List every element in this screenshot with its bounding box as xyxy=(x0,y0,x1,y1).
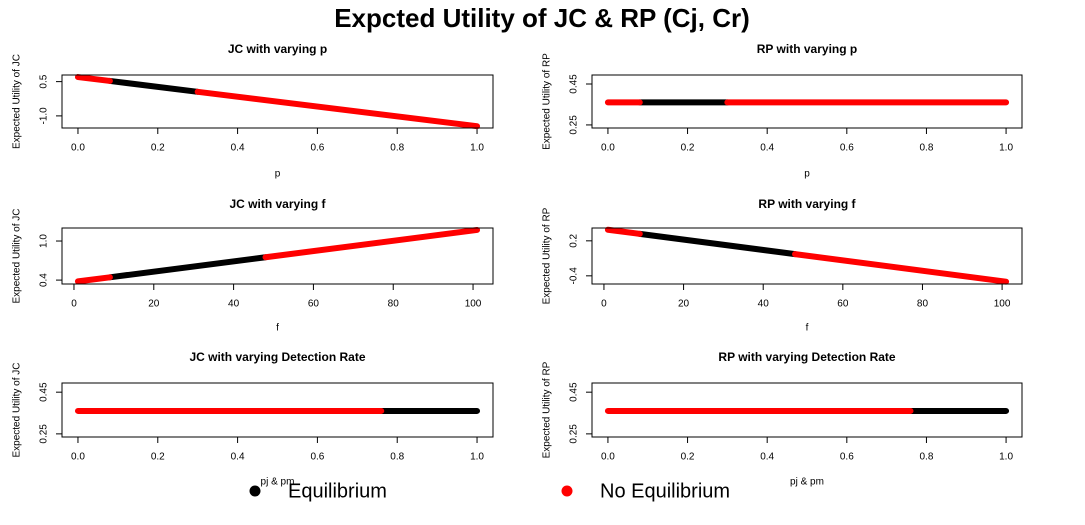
panel: RP with varying Detection Rate pj & pm Exp… xyxy=(542,350,1023,488)
x-tick-label: 0.4 xyxy=(231,143,245,154)
panel-title: JC with varying p xyxy=(228,42,327,56)
panel: RP with varying p p Expected Utility of RP… xyxy=(542,42,1023,180)
plot-frame xyxy=(591,227,1023,285)
series-line xyxy=(604,226,1010,285)
y-axis-label: Expected Utility of RP xyxy=(542,207,553,304)
x-tick-label: 40 xyxy=(758,299,770,310)
y-tick-label: 0.25 xyxy=(39,424,50,444)
y-tick-label: 0.25 xyxy=(569,115,580,135)
y-axis-label: Expected Utility of JC xyxy=(12,208,23,303)
x-tick-label: 80 xyxy=(388,299,400,310)
y-axis-label: Expected Utility of RP xyxy=(542,361,553,458)
x-tick-label: 0 xyxy=(71,299,77,310)
x-axis-label: p xyxy=(804,169,810,180)
plot-frame xyxy=(61,74,494,129)
panel: JC with varying f f Expected Utility of JC… xyxy=(12,197,494,334)
x-tick-label: 0.4 xyxy=(760,143,774,154)
x-tick-label: 0.6 xyxy=(840,452,854,463)
x-tick-label: 0.2 xyxy=(151,452,165,463)
x-tick-label: 0.0 xyxy=(71,143,85,154)
x-tick-label: 1.0 xyxy=(470,452,484,463)
x-tick-label: 0.4 xyxy=(231,452,245,463)
y-tick-label: 0.25 xyxy=(569,424,580,444)
x-tick-label: 0.6 xyxy=(310,452,324,463)
legend-marker xyxy=(249,485,261,497)
series-line xyxy=(74,74,481,130)
y-tick-label: 0.2 xyxy=(569,233,580,247)
series-line xyxy=(636,230,799,258)
panel-title: RP with varying p xyxy=(757,42,857,56)
legend-label: Equilibrium xyxy=(288,480,387,502)
x-axis-label: p xyxy=(275,169,281,180)
x-tick-label: 0.6 xyxy=(310,143,324,154)
plot-frame xyxy=(591,382,1023,438)
panel-title: RP with varying f xyxy=(758,197,856,211)
y-axis-label: Expected Utility of RP xyxy=(542,53,553,150)
series-line xyxy=(106,77,201,95)
y-axis-label: Expected Utility of JC xyxy=(12,362,23,457)
series-line xyxy=(106,254,269,281)
x-tick-label: 100 xyxy=(994,299,1011,310)
x-tick-label: 0.8 xyxy=(390,143,404,154)
x-tick-label: 0.2 xyxy=(681,143,695,154)
x-tick-label: 80 xyxy=(917,299,929,310)
y-tick-label: 0.45 xyxy=(569,382,580,402)
y-axis-label: Expected Utility of JC xyxy=(12,54,23,149)
x-tick-label: 0.0 xyxy=(601,452,615,463)
y-tick-label: 0.45 xyxy=(39,382,50,402)
x-tick-label: 0 xyxy=(601,299,607,310)
figure-title: Expcted Utility of JC & RP (Cj, Cr) xyxy=(334,3,750,33)
legend-label: No Equilibrium xyxy=(600,480,730,502)
x-axis-label: pj & pm xyxy=(790,477,824,488)
plot-frame xyxy=(61,227,494,285)
panel: RP with varying f f Expected Utility of RP… xyxy=(542,197,1023,334)
x-tick-label: 0.2 xyxy=(151,143,165,154)
panel-title: JC with varying f xyxy=(229,197,326,211)
x-tick-label: 0.4 xyxy=(760,452,774,463)
plot-frame xyxy=(61,382,494,438)
x-axis-label: f xyxy=(806,323,809,334)
plot-frame xyxy=(591,74,1023,129)
x-tick-label: 60 xyxy=(837,299,849,310)
y-tick-label: -0.4 xyxy=(569,267,580,285)
x-tick-label: 20 xyxy=(148,299,160,310)
x-tick-label: 40 xyxy=(228,299,240,310)
panel-title: RP with varying Detection Rate xyxy=(718,350,895,364)
x-tick-label: 0.0 xyxy=(601,143,615,154)
x-axis-label: f xyxy=(276,323,279,334)
panel: JC with varying p p Expected Utility of JC… xyxy=(12,42,494,180)
y-tick-label: 0.45 xyxy=(569,74,580,94)
x-tick-label: 0.8 xyxy=(919,452,933,463)
x-tick-label: 1.0 xyxy=(470,143,484,154)
x-tick-label: 100 xyxy=(465,299,482,310)
x-tick-label: 0.8 xyxy=(390,452,404,463)
x-tick-label: 20 xyxy=(678,299,690,310)
x-tick-label: 1.0 xyxy=(999,143,1013,154)
x-tick-label: 0.6 xyxy=(840,143,854,154)
x-tick-label: 60 xyxy=(308,299,320,310)
y-tick-label: 0.5 xyxy=(39,74,50,88)
x-tick-label: 0.0 xyxy=(71,452,85,463)
panel: JC with varying Detection Rate pj & pm Exp… xyxy=(12,350,494,488)
x-tick-label: 0.2 xyxy=(681,452,695,463)
y-tick-label: -1.0 xyxy=(39,107,50,125)
legend-marker xyxy=(561,485,573,497)
y-tick-label: 0.4 xyxy=(39,273,50,287)
y-tick-label: 1.0 xyxy=(39,234,50,248)
series-line xyxy=(74,226,481,285)
x-axis-label: pj & pm xyxy=(261,477,295,488)
x-tick-label: 0.8 xyxy=(919,143,933,154)
panel-title: JC with varying Detection Rate xyxy=(189,350,365,364)
x-tick-label: 1.0 xyxy=(999,452,1013,463)
